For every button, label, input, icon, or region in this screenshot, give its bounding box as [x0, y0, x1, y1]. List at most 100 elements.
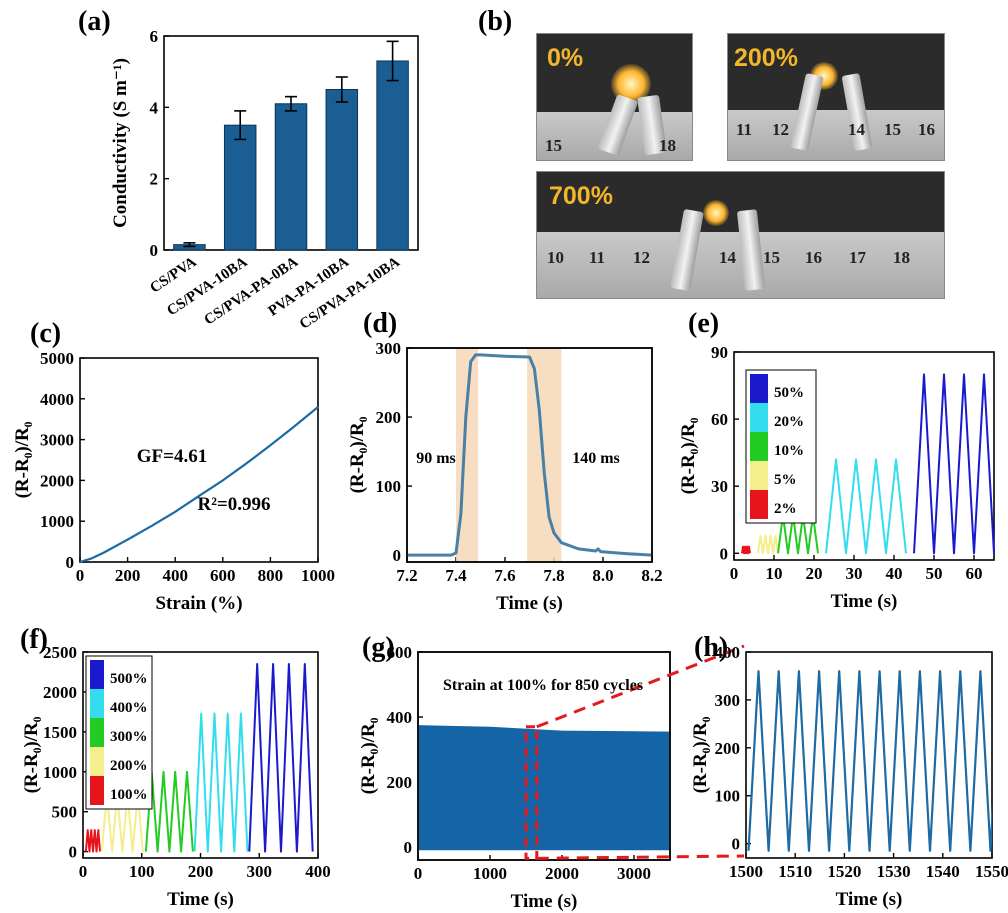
cycle-series-10%: [777, 514, 819, 555]
legend-label: 500%: [110, 671, 148, 687]
response-curve: [407, 353, 653, 557]
x-tick-label: 7.6: [494, 566, 515, 585]
cycle-series-500%: [248, 663, 314, 853]
x-tick-label: 7.2: [396, 566, 417, 585]
x-tick-label: 200: [188, 862, 214, 881]
y-tick-label: 100: [715, 787, 741, 806]
x-tick-label: 1540: [926, 862, 960, 881]
y-axis-label: (R-R₀)/R₀: [21, 716, 42, 793]
ruler-tick: 16: [805, 248, 822, 267]
legend-label: 10%: [774, 443, 804, 459]
legend-label: 100%: [110, 787, 148, 803]
y-tick-label: 5000: [40, 349, 74, 368]
y-tick-label: 400: [387, 708, 413, 727]
y-tick-label: 6: [150, 27, 159, 46]
x-axis-label: Strain (%): [155, 593, 242, 614]
x-tick-label: 400: [162, 566, 188, 585]
response-time-label: 90 ms: [416, 450, 456, 467]
legend-swatch: [90, 747, 104, 776]
x-tick-label: 20: [806, 564, 823, 583]
ruler-tick: 18: [659, 136, 676, 155]
legend-label: 300%: [110, 729, 148, 745]
y-axis-label: Conductivity (S m⁻¹): [110, 58, 131, 228]
x-tick-label: 600: [210, 566, 236, 585]
x-axis-label: Time (s): [496, 593, 563, 614]
cycle-series-100%: [84, 829, 101, 853]
plot-frame: [417, 651, 671, 861]
y-tick-label: 30: [711, 477, 728, 496]
photo-strain-700: 700% 10 11 12 14 15 16 17 18: [536, 171, 945, 299]
x-tick-label: 800: [258, 566, 284, 585]
cycle-annotation: Strain at 100% for 850 cycles: [443, 677, 643, 694]
plot-frame: [745, 651, 993, 859]
x-tick-label: 200: [115, 566, 141, 585]
y-tick-label: 400: [715, 643, 741, 662]
panel-label-a: (a): [78, 6, 111, 37]
y-axis-label: (R-R₀)/R₀: [12, 421, 33, 498]
y-tick-label: 1000: [43, 763, 77, 782]
x-tick-label: 2000: [545, 864, 579, 883]
x-tick-label: 3000: [617, 864, 651, 883]
cycle-series-400%: [193, 712, 249, 853]
x-axis-label: Time (s): [167, 889, 234, 910]
ruler-tick: 11: [589, 248, 606, 267]
y-tick-label: 90: [711, 343, 728, 362]
gf-annotation: GF=4.61: [137, 446, 207, 467]
y-tick-label: 2000: [40, 471, 74, 490]
legend-label: 400%: [110, 700, 148, 716]
bar: [274, 103, 308, 251]
y-tick-label: 100: [376, 477, 402, 496]
y-tick-label: 0: [404, 838, 413, 857]
y-tick-label: 300: [376, 339, 402, 358]
panel-label-e: (e): [688, 308, 720, 339]
legend-swatch: [90, 689, 104, 718]
panel-label-g: (g): [362, 632, 395, 663]
y-tick-label: 200: [376, 408, 402, 427]
y-tick-label: 0: [150, 241, 159, 260]
x-tick-label: 1000: [301, 566, 335, 585]
x-tick-label: 8.0: [592, 566, 613, 585]
photo-strain-label: 200%: [734, 44, 798, 72]
y-tick-label: 200: [715, 739, 741, 758]
x-tick-label: 0: [76, 566, 85, 585]
legend-swatch: [90, 776, 104, 805]
x-axis-label: Time (s): [511, 891, 578, 912]
plot-frame: [79, 357, 319, 563]
legend-label: 50%: [774, 385, 804, 401]
ruler-tick: 12: [633, 248, 650, 267]
plot-frame: [406, 347, 653, 563]
ruler-tick: 14: [719, 248, 736, 267]
y-tick-label: 4: [150, 98, 159, 117]
x-tick-label: 1500: [729, 862, 763, 881]
x-tick-label: 10: [766, 564, 783, 583]
y-tick-label: 0: [393, 546, 402, 565]
y-tick-label: 0: [720, 544, 729, 563]
legend-swatch: [90, 718, 104, 747]
panel-label-f: (f): [20, 624, 48, 655]
x-tick-label: 50: [926, 564, 943, 583]
y-tick-label: 2: [150, 170, 159, 189]
x-tick-label: 1530: [877, 862, 911, 881]
plot-frame: [733, 351, 995, 561]
y-tick-label: 0: [69, 843, 78, 862]
x-tick-label: 7.4: [445, 566, 467, 585]
y-tick-label: 0: [732, 835, 741, 854]
cycle-series-5%: [757, 534, 779, 555]
cycle-envelope: [418, 725, 670, 851]
panel-label-c: (c): [30, 318, 62, 349]
ruler-tick: 15: [884, 120, 901, 139]
legend-swatch: [750, 461, 768, 490]
y-axis-label: (R-R₀)/R₀: [358, 717, 379, 794]
x-tick-label: 7.8: [543, 566, 564, 585]
bar: [376, 60, 409, 251]
bar: [223, 124, 257, 251]
y-axis-label: (R-R₀)/R₀: [678, 417, 699, 494]
y-tick-label: 2000: [43, 683, 77, 702]
y-tick-label: 300: [715, 691, 741, 710]
cycle-series-50%: [913, 373, 995, 555]
photo-strain-label: 700%: [549, 182, 613, 210]
x-tick-label: 1510: [778, 862, 812, 881]
legend-label: 2%: [774, 501, 797, 517]
ruler-tick: 17: [849, 248, 866, 267]
legend-label: 20%: [774, 414, 804, 430]
